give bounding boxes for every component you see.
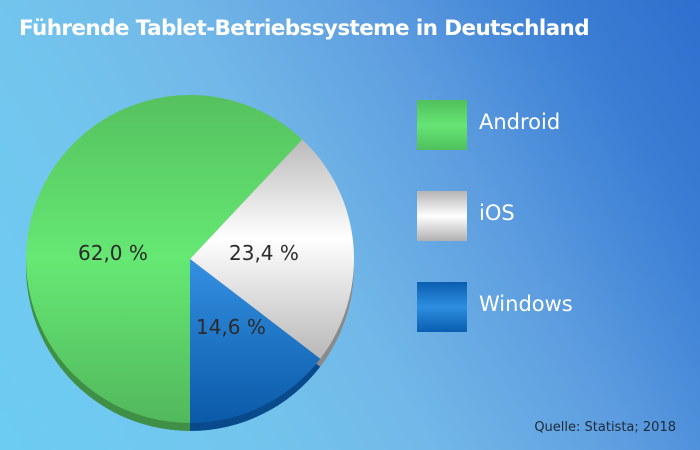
pie-slice-labels: 62,0 % 23,4 % 14,6 % (78, 241, 299, 339)
legend-label-ios: iOS (479, 201, 515, 225)
legend-swatch-android (417, 100, 467, 150)
slice-label-ios: 23,4 % (229, 241, 299, 265)
chart-title: Führende Tablet-Betriebssysteme in Deuts… (19, 16, 590, 41)
pie-slice-android (25, 94, 303, 423)
pie-slice-windows (190, 259, 321, 423)
legend-swatch-windows (417, 282, 467, 332)
slice-label-android: 62,0 % (78, 241, 148, 265)
legend-label-windows: Windows (479, 292, 573, 316)
slice-label-windows: 14,6 % (196, 315, 266, 339)
legend-label-android: Android (479, 110, 561, 134)
legend-swatch-ios (417, 191, 467, 241)
pie-slice-ios (190, 139, 354, 359)
legend-item-windows: Windows (417, 282, 677, 332)
legend-item-android: Android (417, 100, 677, 150)
legend-item-ios: iOS (417, 191, 677, 241)
source-note: Quelle: Statista; 2018 (534, 420, 676, 435)
pie-slices (25, 94, 354, 423)
